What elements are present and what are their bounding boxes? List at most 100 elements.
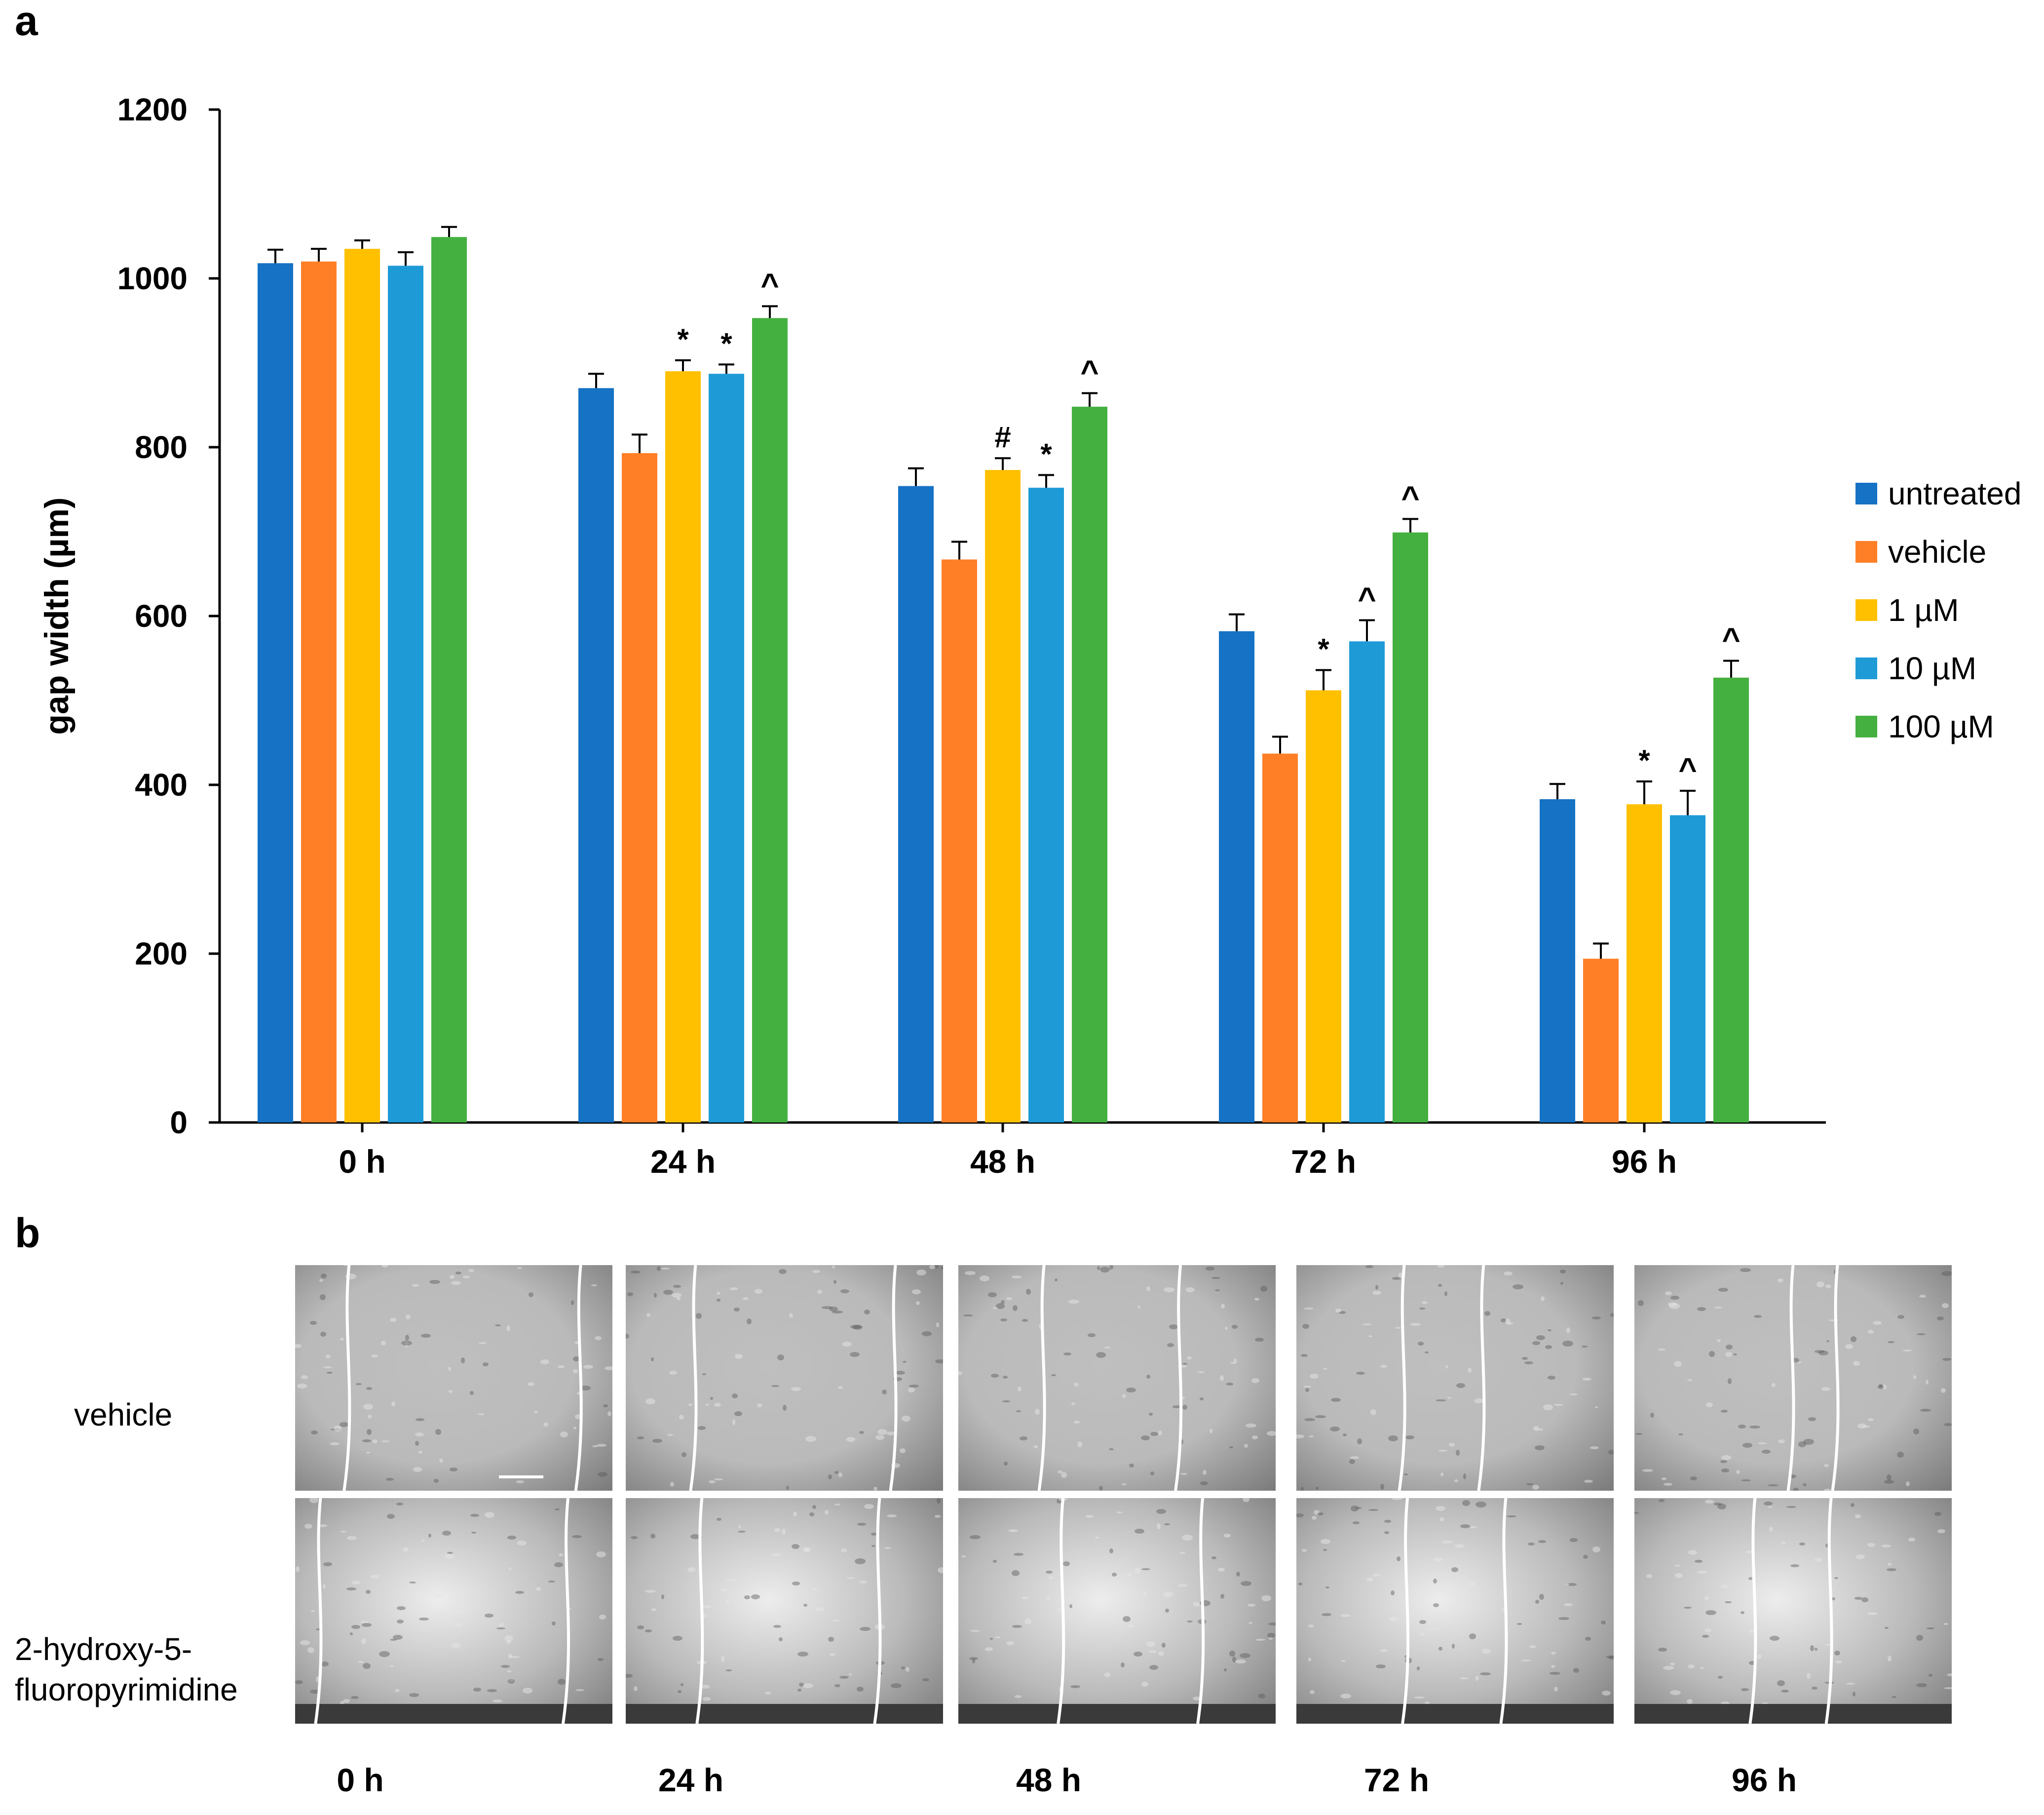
cell-speck <box>1187 1356 1192 1359</box>
cell-speck <box>1538 1429 1543 1430</box>
cell-speck <box>1323 1549 1327 1551</box>
cell-speck <box>912 1289 921 1294</box>
cell-speck <box>1013 1305 1018 1311</box>
cell-speck <box>667 1434 673 1436</box>
cell-speck <box>507 1536 516 1540</box>
legend-label: untreated <box>1888 476 2021 511</box>
cell-speck <box>295 1680 303 1684</box>
cell-speck <box>1602 1691 1611 1696</box>
cell-speck <box>1888 1563 1892 1566</box>
cell-speck <box>485 1512 494 1518</box>
cell-speck <box>1121 1662 1125 1667</box>
cell-speck <box>995 1636 1001 1638</box>
x-tick-label: 48 h <box>970 1143 1035 1180</box>
cell-speck <box>1592 1316 1601 1319</box>
cell-speck <box>351 1625 360 1629</box>
cell-speck <box>1240 1653 1250 1658</box>
cell-speck <box>661 1594 664 1599</box>
bar-100-uM-96h <box>1713 677 1749 1122</box>
cell-speck <box>1014 1553 1023 1556</box>
cell-speck <box>1590 1446 1599 1449</box>
cell-speck <box>717 1292 720 1295</box>
cell-speck <box>1375 1285 1378 1290</box>
cell-speck <box>1380 1365 1387 1368</box>
legend-label: vehicle <box>1888 534 1986 570</box>
cell-speck <box>1768 1506 1772 1508</box>
cell-speck <box>1937 1316 1944 1320</box>
cell-speck <box>1135 1568 1140 1574</box>
wound-edge-line <box>1748 1498 1757 1724</box>
cell-speck <box>1725 1352 1732 1357</box>
cell-speck <box>1049 1576 1054 1579</box>
cell-speck <box>846 1577 855 1579</box>
cell-speck <box>367 1429 372 1435</box>
significance-marker: ^ <box>1722 621 1740 657</box>
cell-speck <box>1229 1446 1233 1448</box>
cell-speck <box>902 1416 910 1422</box>
cell-speck <box>1798 1441 1806 1447</box>
cell-speck <box>1308 1624 1314 1627</box>
cell-speck <box>1296 1434 1304 1438</box>
micrograph-r1-c5 <box>1634 1265 1952 1491</box>
cell-speck <box>1662 1477 1666 1480</box>
cell-speck <box>755 1289 762 1294</box>
cell-speck <box>1941 1388 1946 1393</box>
legend-label: 100 µM <box>1888 709 1994 744</box>
cell-speck <box>1474 1398 1484 1403</box>
cell-speck <box>670 1482 674 1487</box>
cell-speck <box>1913 1429 1919 1434</box>
cell-speck <box>1301 1487 1304 1491</box>
cell-speck <box>449 1390 453 1393</box>
cell-speck <box>1853 1692 1855 1697</box>
cell-speck <box>792 1582 800 1585</box>
cell-speck <box>495 1324 501 1326</box>
cell-speck <box>705 1404 709 1406</box>
cell-speck <box>1419 1308 1425 1310</box>
cell-speck <box>1688 1664 1695 1668</box>
cell-speck <box>832 1266 835 1269</box>
cell-speck <box>1664 1483 1672 1486</box>
cell-speck <box>1468 1368 1472 1373</box>
cell-speck <box>1162 1643 1166 1648</box>
cell-speck <box>1180 1473 1187 1475</box>
cell-speck <box>470 1514 479 1517</box>
cell-speck <box>598 1472 607 1477</box>
cell-speck <box>1252 1435 1258 1439</box>
well-edge-band <box>626 1704 943 1724</box>
cell-speck <box>1831 1597 1835 1600</box>
cell-speck <box>1302 1324 1309 1329</box>
cell-speck <box>1792 1358 1799 1363</box>
cell-speck <box>797 1652 808 1657</box>
cell-speck <box>1535 1600 1539 1604</box>
cell-speck <box>850 1325 861 1329</box>
legend-swatch <box>1855 483 1877 504</box>
cell-speck <box>419 1618 429 1621</box>
cell-speck <box>1141 1568 1150 1570</box>
cell-speck <box>873 1487 877 1491</box>
cell-speck <box>575 1689 584 1691</box>
cell-speck <box>1436 1399 1446 1401</box>
cell-speck <box>1764 1502 1773 1506</box>
cell-speck <box>1674 1361 1682 1367</box>
bar-1-uM-48h <box>985 470 1021 1123</box>
significance-marker: # <box>994 421 1011 454</box>
cell-speck <box>1221 1304 1225 1309</box>
cell-speck <box>1460 1524 1470 1528</box>
cell-speck <box>1815 1350 1824 1353</box>
cell-speck <box>501 1665 510 1668</box>
cell-speck <box>830 1653 835 1656</box>
cell-speck <box>1897 1315 1904 1319</box>
cell-speck <box>1606 1656 1614 1659</box>
cell-speck <box>1225 1327 1228 1330</box>
cell-speck <box>1583 1378 1591 1381</box>
cell-speck <box>1146 1375 1150 1379</box>
cell-speck <box>1669 1303 1680 1309</box>
cell-speck <box>838 1676 841 1678</box>
cell-speck <box>507 1670 512 1672</box>
cell-speck <box>450 1467 457 1471</box>
cell-speck <box>812 1505 816 1509</box>
wound-edge-line <box>1037 1265 1046 1491</box>
cell-speck <box>358 1661 364 1663</box>
timepoint-label: 72 h <box>1363 1762 1430 1798</box>
cell-speck <box>597 1444 606 1447</box>
